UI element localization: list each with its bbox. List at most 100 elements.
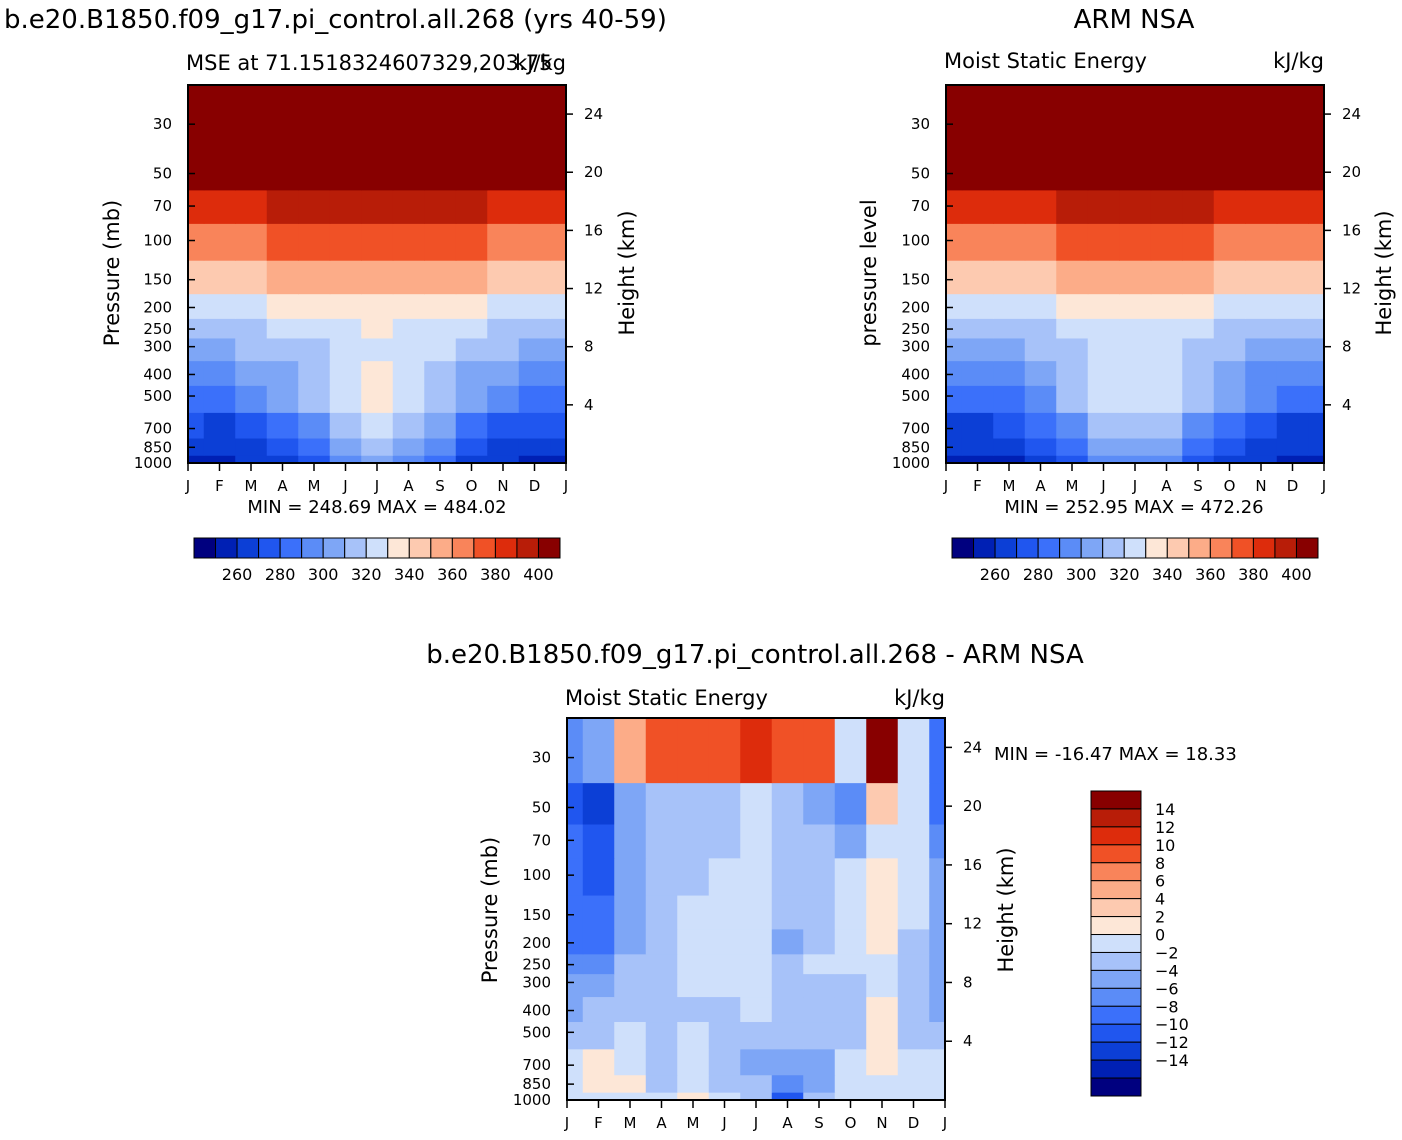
model-cell: [188, 148, 205, 191]
model-cell: [455, 148, 488, 191]
obs-cell: [1024, 260, 1057, 295]
diff-cell: [897, 1021, 930, 1050]
model-cell: [392, 437, 425, 456]
diff-cell: [708, 953, 741, 975]
model-cell: [298, 223, 331, 261]
model-cell: [235, 412, 268, 439]
obs-pressure-tick-label: 200: [901, 298, 930, 316]
model-colorbar-label: 320: [351, 565, 382, 584]
model-pressure-tick-label: 150: [143, 271, 172, 289]
model-cell: [361, 455, 394, 463]
obs-cell: [1276, 260, 1309, 295]
obs-cell: [1024, 360, 1057, 386]
diff-cell: [708, 1074, 741, 1093]
model-colorbar-swatch: [430, 537, 453, 559]
model-cell: [550, 385, 566, 413]
diff-cell: [834, 1074, 867, 1093]
diff-cell: [677, 823, 710, 859]
diff-cell: [771, 1092, 804, 1100]
obs-height-tick-label: 16: [1342, 221, 1361, 239]
obs-cell: [1213, 337, 1246, 362]
obs-colorbar-label: 360: [1195, 565, 1226, 584]
model-cell: [266, 318, 299, 339]
obs-cell: [1308, 293, 1324, 319]
obs-cell: [946, 385, 963, 413]
model-cell: [550, 223, 566, 261]
model-month-tick-label: A: [403, 477, 414, 495]
diff-colorbar-label: −12: [1155, 1033, 1189, 1052]
obs-cell: [1245, 412, 1278, 439]
diff-cell: [677, 953, 710, 975]
diff-cell: [708, 857, 741, 896]
obs-cell: [1182, 337, 1215, 362]
diff-cell: [614, 1074, 647, 1093]
obs-cell: [1150, 337, 1183, 362]
obs-cell: [993, 85, 1026, 150]
obs-cell: [1056, 148, 1089, 191]
model-cell: [235, 385, 268, 413]
obs-colorbar-swatch: [1102, 537, 1125, 559]
model-cell: [392, 385, 425, 413]
obs-cell: [1119, 337, 1152, 362]
diff-cell: [708, 1092, 741, 1100]
obs-cell: [1087, 360, 1120, 386]
model-cell: [188, 437, 205, 456]
model-cell: [518, 385, 551, 413]
model-cell: [298, 85, 331, 150]
obs-cell: [1308, 318, 1324, 339]
diff-cell: [929, 823, 945, 859]
model-cell: [298, 385, 331, 413]
model-pressure-tick-label: 300: [143, 338, 172, 356]
obs-cell: [1056, 412, 1089, 439]
diff-cell: [897, 953, 930, 975]
diff-month-tick-label: J: [753, 1114, 758, 1132]
obs-cell: [1276, 223, 1309, 261]
obs-cell: [1182, 260, 1215, 295]
obs-month-tick-label: N: [1255, 477, 1266, 495]
model-cell: [392, 337, 425, 362]
diff-cell: [866, 973, 899, 998]
model-colorbar: 260 280 300 320 340 360 380 400: [193, 537, 561, 584]
model-cell: [361, 148, 394, 191]
diff-cell: [897, 782, 930, 825]
diff-cell: [567, 953, 584, 975]
model-colorbar-swatch: [365, 537, 389, 559]
diff-colorbar-label: −14: [1155, 1051, 1189, 1070]
model-cell: [266, 412, 299, 439]
model-cell: [235, 360, 268, 386]
diff-subtitle-left: Moist Static Energy: [565, 686, 768, 710]
obs-month-tick-label: A: [1035, 477, 1046, 495]
model-cell: [361, 337, 394, 362]
obs-colorbar-swatch: [994, 537, 1018, 559]
diff-pressure-tick-label: 300: [522, 973, 551, 991]
diff-colorbar-label: 0: [1155, 926, 1165, 945]
obs-cell: [1245, 189, 1278, 224]
obs-cell: [1056, 337, 1089, 362]
diff-month-tick-label: O: [845, 1114, 857, 1132]
model-cell: [392, 360, 425, 386]
model-pressure-tick-label: 200: [143, 298, 172, 316]
diff-pressure-tick-label: 50: [532, 798, 551, 816]
obs-pressure-tick-label: 850: [901, 438, 930, 456]
diff-cell: [614, 1048, 647, 1076]
diff-cell: [771, 857, 804, 896]
obs-pressure-tick-label: 30: [911, 115, 930, 133]
obs-colorbar-label: 340: [1152, 565, 1183, 584]
model-cell: [550, 260, 566, 295]
obs-cell: [993, 260, 1026, 295]
diff-cell: [771, 782, 804, 825]
model-cell: [203, 412, 236, 439]
diff-colorbar-label: 14: [1155, 800, 1175, 819]
diff-cell: [677, 1048, 710, 1076]
model-cell: [203, 189, 236, 224]
model-cell: [518, 412, 551, 439]
obs-cell: [946, 189, 963, 224]
obs-cell: [1276, 385, 1309, 413]
obs-cell: [1182, 437, 1215, 456]
obs-pressure-tick-label: 150: [901, 271, 930, 289]
obs-cell: [1213, 223, 1246, 261]
diff-cell: [803, 928, 836, 955]
diff-pressure-tick-label: 850: [522, 1075, 551, 1093]
obs-cell: [1056, 293, 1089, 319]
model-cell: [487, 223, 520, 261]
